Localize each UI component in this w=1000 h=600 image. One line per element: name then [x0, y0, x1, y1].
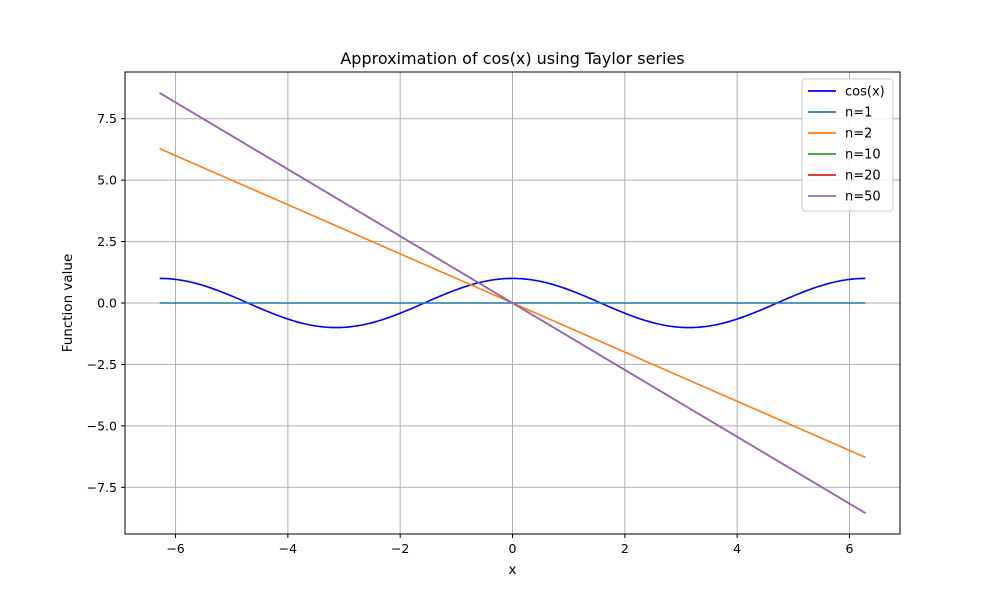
- x-tick-label: 4: [733, 541, 741, 556]
- x-tick-label: 0: [509, 541, 517, 556]
- ticks: −6 −4 −2 0 2 4 6 −7.5 −5.0 −2.5 0.0 2.5 5.0 7.5: [87, 111, 854, 556]
- legend-label: n=1: [845, 106, 872, 121]
- y-tick-label: 0.0: [97, 296, 117, 311]
- chart-title: Approximation of cos(x) using Taylor ser…: [340, 49, 684, 68]
- x-tick-label: 2: [621, 541, 629, 556]
- y-tick-label: −5.0: [87, 418, 117, 433]
- legend-label: n=10: [845, 148, 881, 163]
- y-axis-label: Function value: [60, 254, 76, 353]
- series-layer: [159, 92, 866, 514]
- y-tick-label: 7.5: [97, 111, 117, 126]
- legend-label: n=2: [845, 127, 872, 142]
- y-tick-label: 5.0: [97, 173, 117, 188]
- y-tick-label: 2.5: [97, 234, 117, 249]
- legend-label: n=50: [845, 190, 881, 205]
- x-tick-label: −2: [391, 541, 409, 556]
- x-tick-label: −6: [166, 541, 184, 556]
- y-tick-label: −2.5: [87, 357, 117, 372]
- x-tick-label: −4: [279, 541, 297, 556]
- series-line-cos-x: [159, 277, 866, 329]
- legend-label: n=20: [845, 169, 881, 184]
- x-tick-label: 6: [845, 541, 853, 556]
- x-axis-label: x: [509, 562, 517, 578]
- y-tick-label: −7.5: [87, 480, 117, 495]
- legend-label: cos(x): [845, 85, 885, 100]
- series-line-n-50: [159, 92, 866, 514]
- legend: cos(x) n=1 n=2 n=10 n=20 n=50: [801, 78, 894, 212]
